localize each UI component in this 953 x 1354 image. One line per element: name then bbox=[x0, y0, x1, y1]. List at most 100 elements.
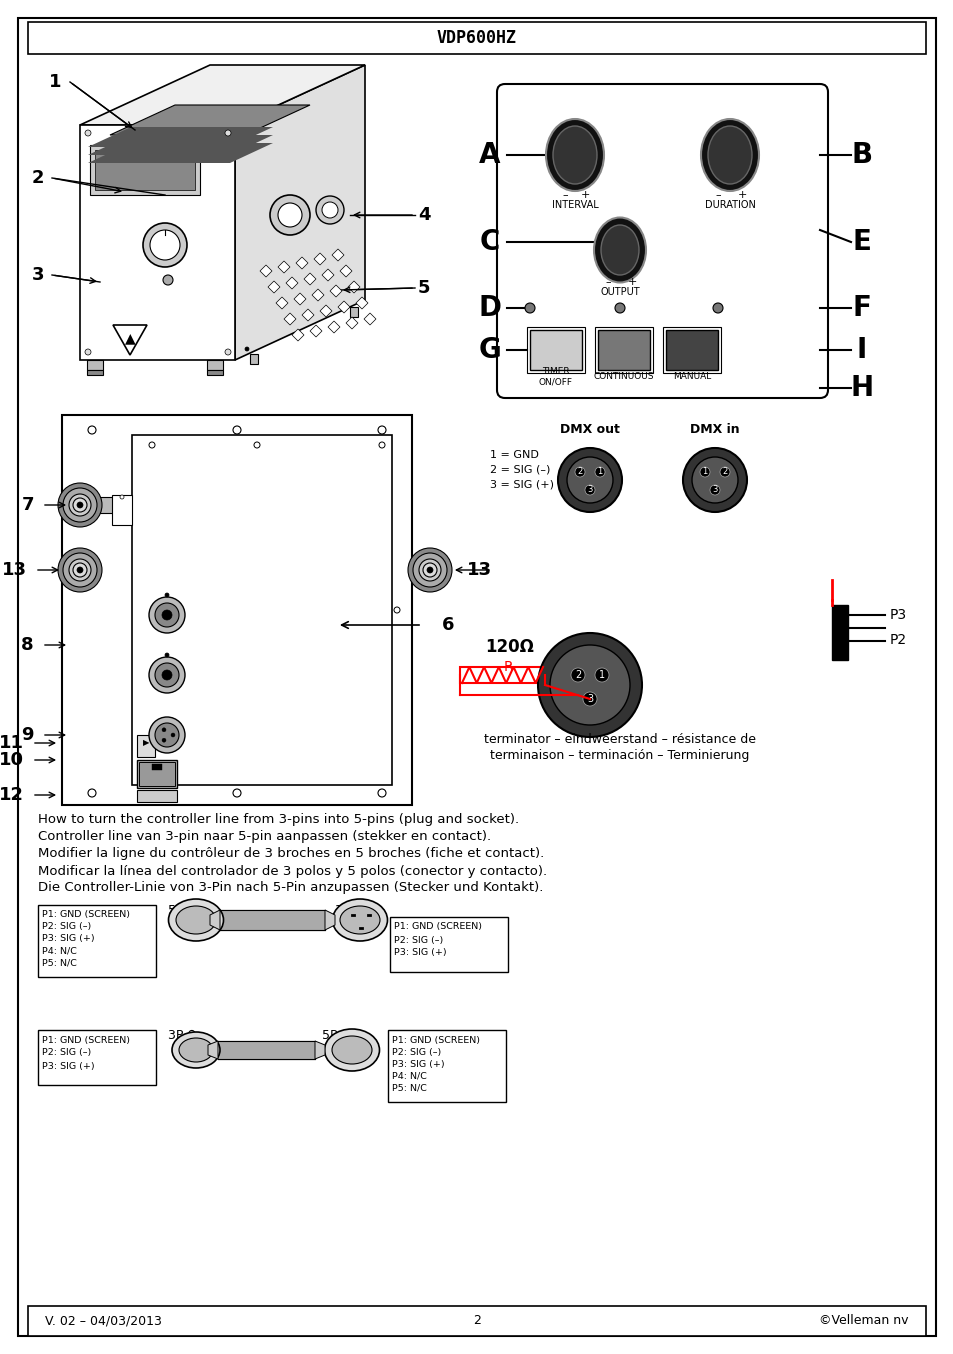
Text: 10: 10 bbox=[0, 751, 24, 769]
Text: +: + bbox=[579, 190, 589, 200]
Text: I: I bbox=[856, 336, 866, 364]
Text: 13: 13 bbox=[467, 561, 492, 580]
Ellipse shape bbox=[324, 1029, 379, 1071]
Circle shape bbox=[162, 611, 172, 620]
Text: +: + bbox=[627, 278, 636, 287]
Circle shape bbox=[682, 448, 746, 512]
Circle shape bbox=[154, 663, 179, 686]
Polygon shape bbox=[87, 360, 103, 370]
Bar bbox=[28, 1307, 925, 1336]
Text: 2 = SIG (–): 2 = SIG (–) bbox=[490, 464, 550, 475]
Circle shape bbox=[85, 130, 91, 135]
Text: CONTINUOUS: CONTINUOUS bbox=[593, 372, 654, 382]
Polygon shape bbox=[325, 910, 335, 930]
Polygon shape bbox=[312, 288, 324, 301]
Circle shape bbox=[73, 498, 87, 512]
Text: 1: 1 bbox=[49, 73, 61, 91]
Text: 5P ♀: 5P ♀ bbox=[168, 903, 196, 917]
Circle shape bbox=[150, 230, 180, 260]
Circle shape bbox=[162, 670, 172, 680]
Circle shape bbox=[378, 441, 385, 448]
Circle shape bbox=[165, 593, 169, 597]
Text: P2: P2 bbox=[889, 634, 906, 647]
Text: +: + bbox=[737, 190, 746, 200]
Polygon shape bbox=[210, 910, 220, 930]
Text: 4: 4 bbox=[417, 206, 430, 223]
Text: 9: 9 bbox=[22, 726, 34, 743]
Circle shape bbox=[63, 487, 97, 523]
Text: 6: 6 bbox=[441, 616, 454, 634]
Circle shape bbox=[77, 502, 83, 508]
Polygon shape bbox=[286, 278, 297, 288]
Ellipse shape bbox=[553, 126, 597, 184]
Circle shape bbox=[58, 548, 102, 592]
Circle shape bbox=[422, 563, 436, 577]
Text: VDP600HZ: VDP600HZ bbox=[436, 28, 517, 47]
Text: ▶: ▶ bbox=[143, 738, 149, 747]
Polygon shape bbox=[294, 292, 306, 305]
Text: 3: 3 bbox=[586, 695, 593, 704]
Polygon shape bbox=[295, 257, 308, 269]
Text: 2: 2 bbox=[473, 1315, 480, 1327]
Circle shape bbox=[154, 723, 179, 747]
Circle shape bbox=[253, 441, 260, 448]
Polygon shape bbox=[88, 144, 273, 162]
Text: P1: GND (SCREEN): P1: GND (SCREEN) bbox=[42, 910, 130, 919]
Circle shape bbox=[537, 634, 641, 737]
Polygon shape bbox=[112, 325, 147, 355]
Circle shape bbox=[571, 668, 584, 682]
Bar bbox=[137, 789, 177, 802]
Bar bbox=[152, 764, 162, 770]
Polygon shape bbox=[328, 321, 339, 333]
Circle shape bbox=[408, 548, 452, 592]
Text: How to turn the controller line from 3-pins into 5-pins (plug and socket).: How to turn the controller line from 3-p… bbox=[38, 814, 518, 826]
Polygon shape bbox=[350, 307, 357, 317]
Polygon shape bbox=[337, 301, 350, 313]
Circle shape bbox=[163, 275, 172, 284]
Circle shape bbox=[77, 567, 83, 573]
Text: P1: GND (SCREEN): P1: GND (SCREEN) bbox=[42, 1036, 130, 1044]
Text: INTERVAL: INTERVAL bbox=[551, 200, 598, 210]
Polygon shape bbox=[80, 65, 365, 125]
Bar bbox=[390, 917, 507, 972]
Text: D: D bbox=[478, 294, 501, 322]
Bar bbox=[28, 22, 925, 54]
Text: A: A bbox=[478, 141, 500, 169]
Bar bbox=[526, 328, 584, 372]
Polygon shape bbox=[207, 360, 223, 370]
Text: –: – bbox=[715, 190, 720, 200]
Circle shape bbox=[165, 653, 169, 657]
Text: 11: 11 bbox=[0, 734, 24, 751]
Text: P3: P3 bbox=[889, 608, 906, 621]
Polygon shape bbox=[346, 317, 357, 329]
Polygon shape bbox=[110, 106, 310, 135]
Circle shape bbox=[582, 692, 597, 705]
Text: 120Ω: 120Ω bbox=[485, 638, 534, 655]
Text: H: H bbox=[849, 374, 873, 402]
Polygon shape bbox=[207, 370, 223, 375]
Text: G: G bbox=[478, 336, 501, 364]
Ellipse shape bbox=[172, 1032, 220, 1068]
Circle shape bbox=[566, 458, 613, 502]
Polygon shape bbox=[364, 313, 375, 325]
Circle shape bbox=[413, 552, 447, 588]
Text: 5: 5 bbox=[417, 279, 430, 297]
Text: P2: SIG (–): P2: SIG (–) bbox=[42, 1048, 91, 1057]
Circle shape bbox=[233, 427, 241, 435]
Circle shape bbox=[225, 349, 231, 355]
Text: 1: 1 bbox=[598, 670, 604, 680]
Polygon shape bbox=[268, 282, 280, 292]
Circle shape bbox=[233, 789, 241, 798]
Text: OUTPUT: OUTPUT bbox=[599, 287, 639, 297]
Text: 3: 3 bbox=[712, 486, 717, 494]
Text: Die Controller-Linie von 3-Pin nach 5-Pin anzupassen (Stecker und Kontakt).: Die Controller-Linie von 3-Pin nach 5-Pi… bbox=[38, 881, 543, 895]
Text: 3 = SIG (+): 3 = SIG (+) bbox=[490, 481, 554, 490]
Bar bbox=[831, 605, 847, 659]
Text: R: R bbox=[502, 659, 513, 674]
Text: –: – bbox=[604, 278, 610, 287]
Text: P3: SIG (+): P3: SIG (+) bbox=[394, 949, 446, 957]
Ellipse shape bbox=[333, 899, 387, 941]
Polygon shape bbox=[88, 135, 273, 154]
Circle shape bbox=[225, 130, 231, 135]
Text: DURATION: DURATION bbox=[704, 200, 755, 210]
